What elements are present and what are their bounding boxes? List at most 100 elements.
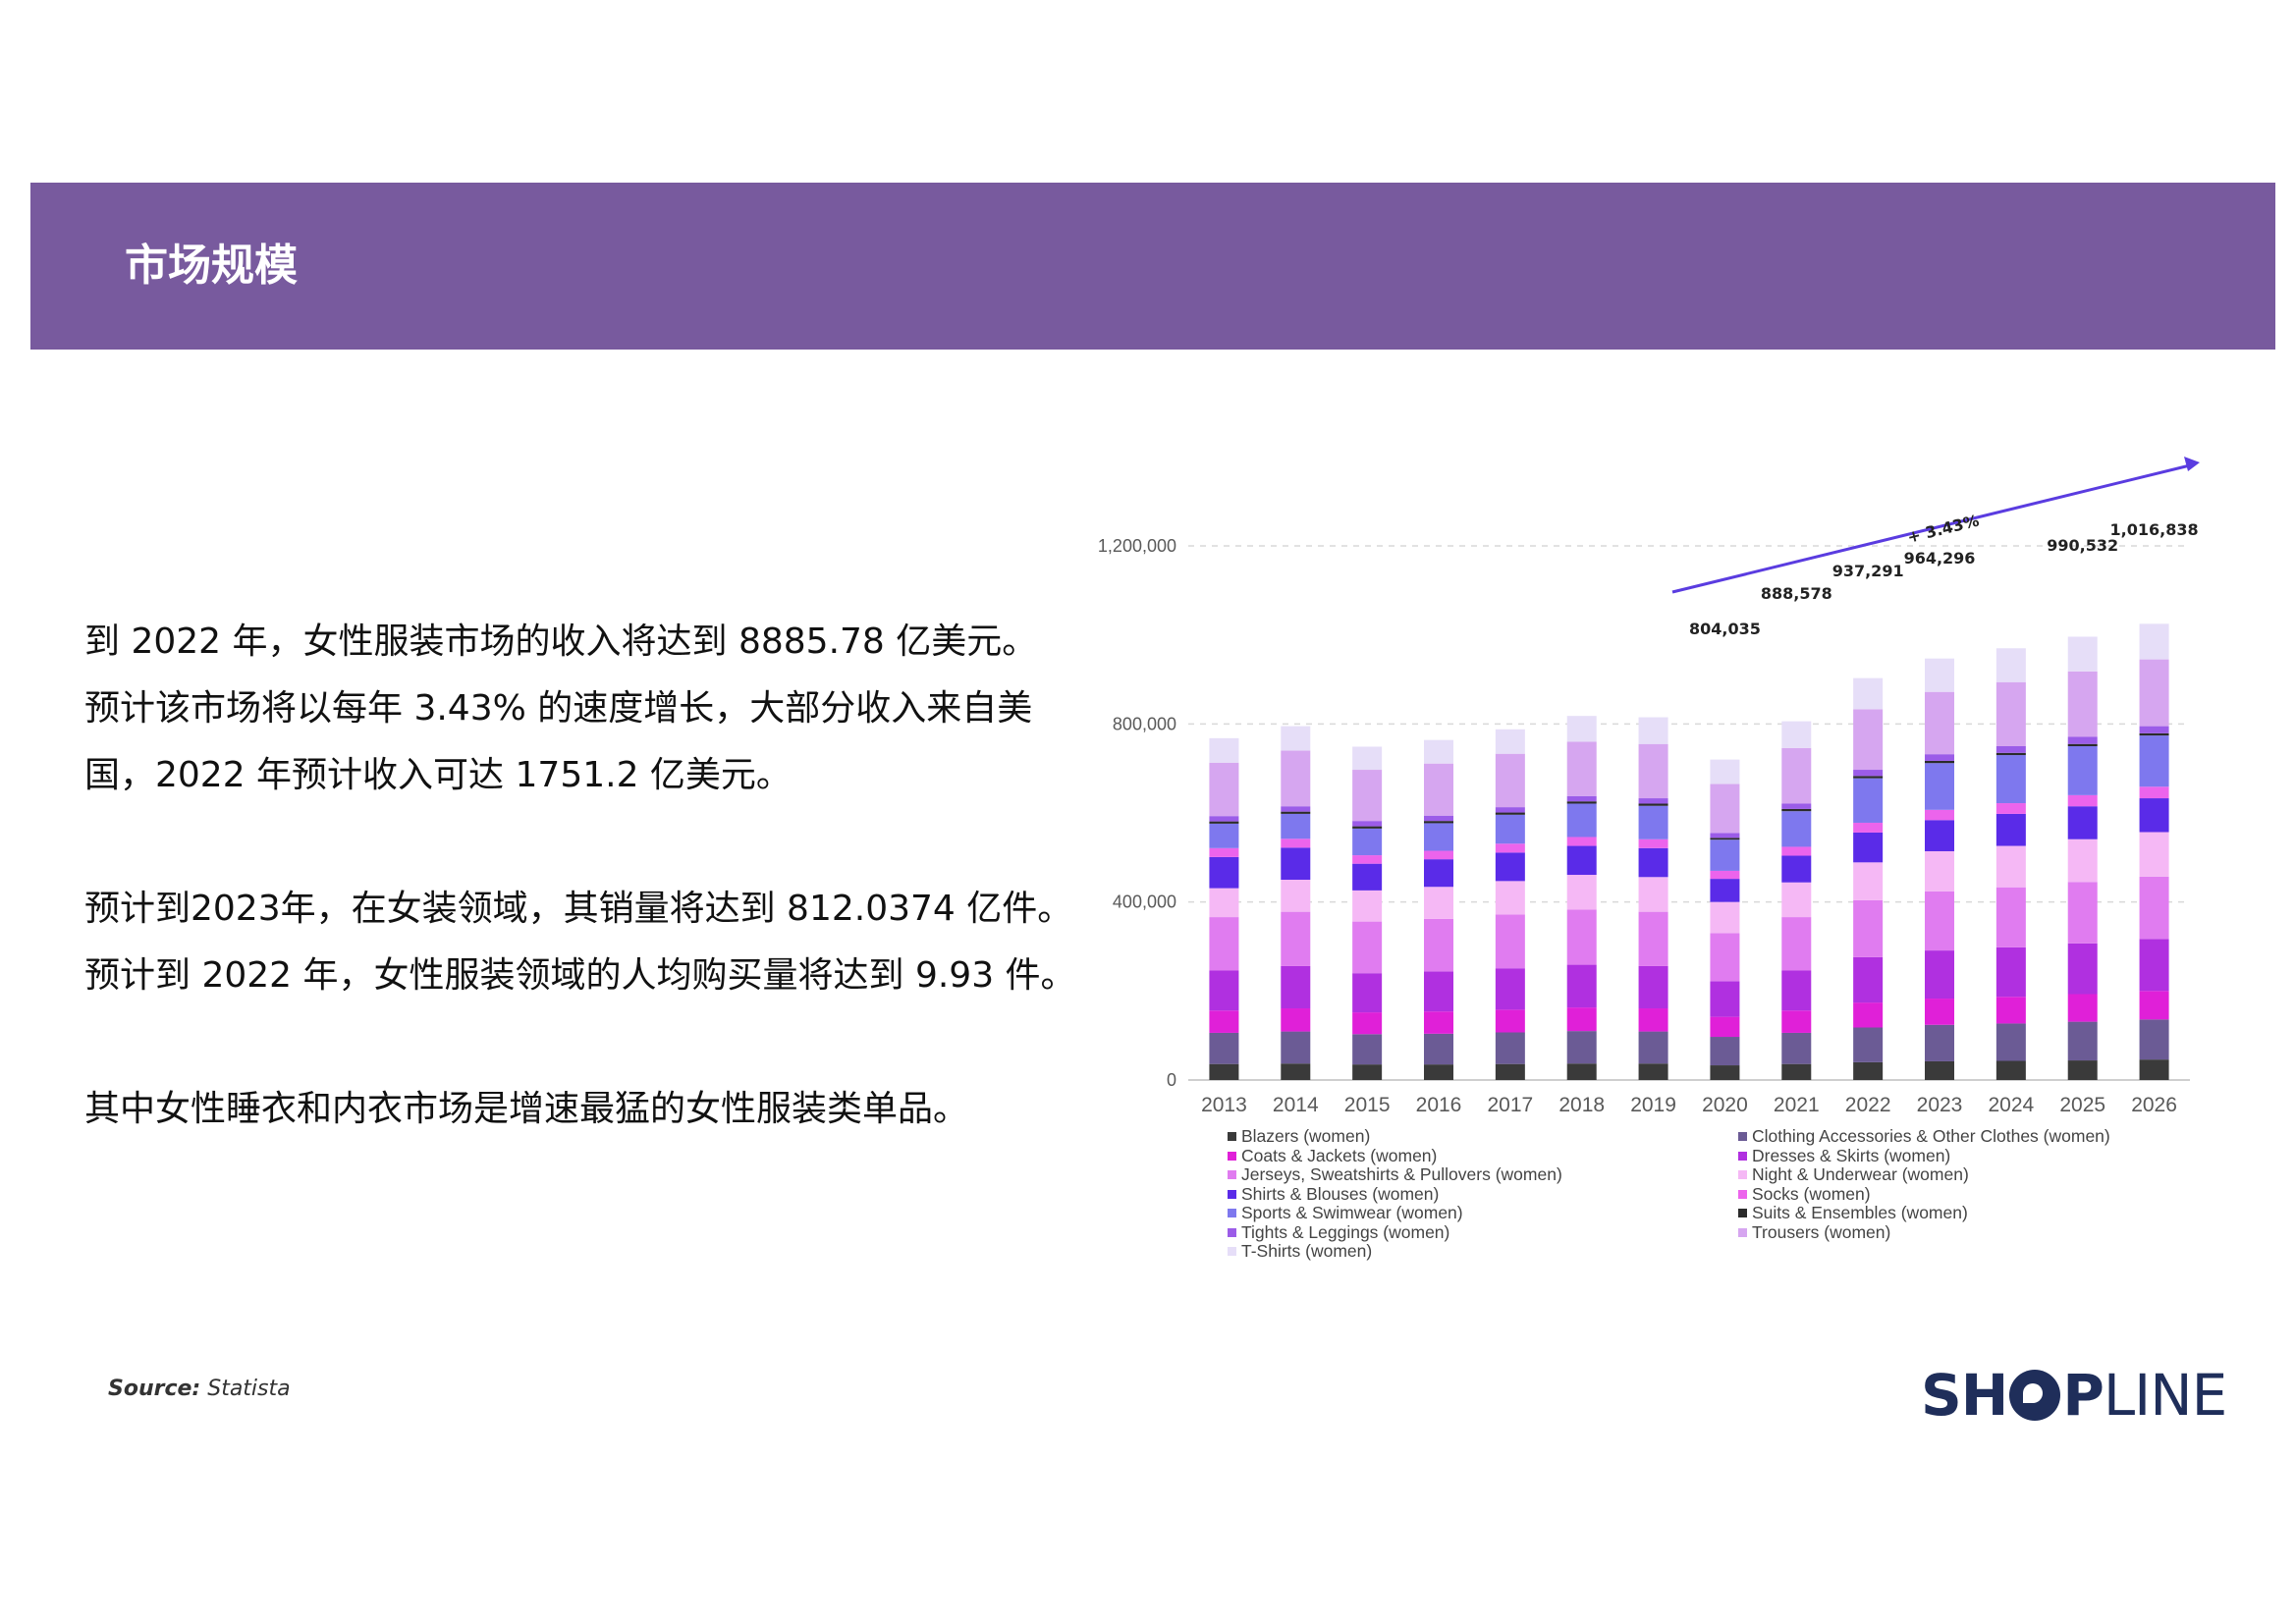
bar-segment [1566,801,1597,804]
source-value: Statista [207,1377,291,1401]
bar-segment [1566,964,1597,1008]
bar-segment [1495,1063,1525,1080]
bar-segment [1209,917,1239,971]
bar-segment [1925,950,1954,1000]
bar-segment [1209,1063,1239,1080]
bar-segment [2139,735,2169,787]
x-tick-label: 2014 [1273,1094,1319,1116]
bar-segment [2139,939,2169,992]
bar-segment [1281,1031,1311,1064]
bar-segment [1566,875,1597,910]
bar-segment [1566,716,1597,742]
bar-segment [1424,821,1453,824]
bar-segment [1424,1033,1453,1065]
bar-segment [1638,717,1668,744]
bar-segment [1352,828,1383,856]
bar-segment [1995,755,2026,804]
legend-swatch [1228,1209,1236,1218]
legend-item: Jerseys, Sweatshirts & Pullovers (women) [1228,1164,1738,1185]
bar-segment [1781,803,1812,809]
bar-segment [1209,1010,1239,1033]
bar-segment [2067,1060,2098,1080]
bar-segment [1638,965,1668,1009]
bar-segment [1781,747,1812,804]
bar-segment [1925,658,1954,692]
bar-segment [1781,970,1812,1011]
bar-segment [1281,1063,1311,1080]
bar-segment [1424,823,1453,851]
bar-segment [1925,820,1954,851]
bar-segment [1495,843,1525,853]
bar-segment [1710,839,1740,871]
y-tick-label: 400,000 [1113,892,1176,912]
bar-segment [1925,763,1954,810]
bar-segment [1638,838,1668,848]
body-line-3: 国，2022 年预计收入可达 1751.2 亿美元。 [84,755,792,795]
bar-segment [2139,623,2169,660]
bar-segment [1495,812,1525,815]
legend-label: Trousers (women) [1752,1221,1891,1242]
trend-arrow-line [1671,463,2191,594]
legend-swatch [1738,1151,1747,1161]
x-tick-label: 2026 [2131,1094,2177,1116]
bar-segment [1638,805,1668,839]
bar-segment [1995,803,2026,814]
legend-item: Dresses & Skirts (women) [1738,1146,2229,1166]
legend-item: T-Shirts (women) [1228,1241,1738,1262]
bar-segment [1352,746,1383,771]
bar-segment [1424,887,1453,919]
legend-swatch [1228,1227,1236,1237]
bar-segment [1853,822,1884,833]
bar-segment [1853,862,1884,900]
data-label: 888,578 [1761,584,1832,603]
bar-segment [1352,1012,1383,1035]
bar-segment [1710,1065,1740,1080]
bar-segment [1853,1027,1884,1062]
x-tick-label: 2017 [1487,1094,1533,1116]
bar-segment [2067,1021,2098,1061]
bar-segment [1566,1063,1597,1080]
bar-segment [1566,1007,1597,1032]
legend-label: Jerseys, Sweatshirts & Pullovers (women) [1241,1164,1562,1185]
legend-item: Blazers (women) [1228,1126,1738,1147]
legend-label: Blazers (women) [1241,1126,1371,1147]
bar-segment [1209,847,1239,857]
bar-segment [2067,671,2098,737]
bar-segment [1995,1060,2026,1080]
bar-segment [1995,946,2026,998]
body-line-6: 其中女性睡衣和内衣市场是增速最猛的女性服装类单品。 [84,1089,969,1129]
legend-swatch [1228,1151,1236,1161]
source-note: Source: Statista [108,1377,291,1401]
legend-swatch [1738,1170,1747,1180]
bar-segment [1209,816,1239,822]
bar-segment [1995,813,2026,846]
legend-label: Socks (women) [1752,1183,1871,1204]
bar-segment [1925,891,1954,951]
bar-segment [1995,1023,2026,1061]
bar-segment [1781,721,1812,748]
data-label: 1,016,838 [2110,520,2199,539]
bar-segment [1495,1032,1525,1064]
bar-segment [2067,636,2098,672]
bar-segment [1710,870,1740,880]
x-tick-label: 2015 [1344,1094,1391,1116]
bar-segment [1352,973,1383,1013]
bar-segment [1995,746,2026,753]
bar-segment [1281,880,1311,912]
bar-segment [1495,807,1525,813]
bar-segment [1424,1064,1453,1080]
bar-segment [1710,784,1740,834]
bar-segment [2139,832,2169,877]
bar-segment [1710,901,1740,934]
body-line-1: 到 2022 年，女性服装市场的收入将达到 8885.78 亿美元。 [84,622,1038,662]
bar-segment [1209,888,1239,918]
stacked-bar-chart: 0 400,000 800,000 1,200,000 2013 2014 2015 2016… [1098,457,2200,1116]
bar-segment [1281,726,1311,751]
bar-segment [1424,763,1453,816]
bar-segment [1781,1032,1812,1064]
title-bar: 市场规模 [30,183,2275,350]
bar-segment [1566,741,1597,796]
bar-segment [1352,821,1383,827]
legend-label: Sports & Swimwear (women) [1241,1203,1463,1223]
bar-segment [2067,838,2098,883]
